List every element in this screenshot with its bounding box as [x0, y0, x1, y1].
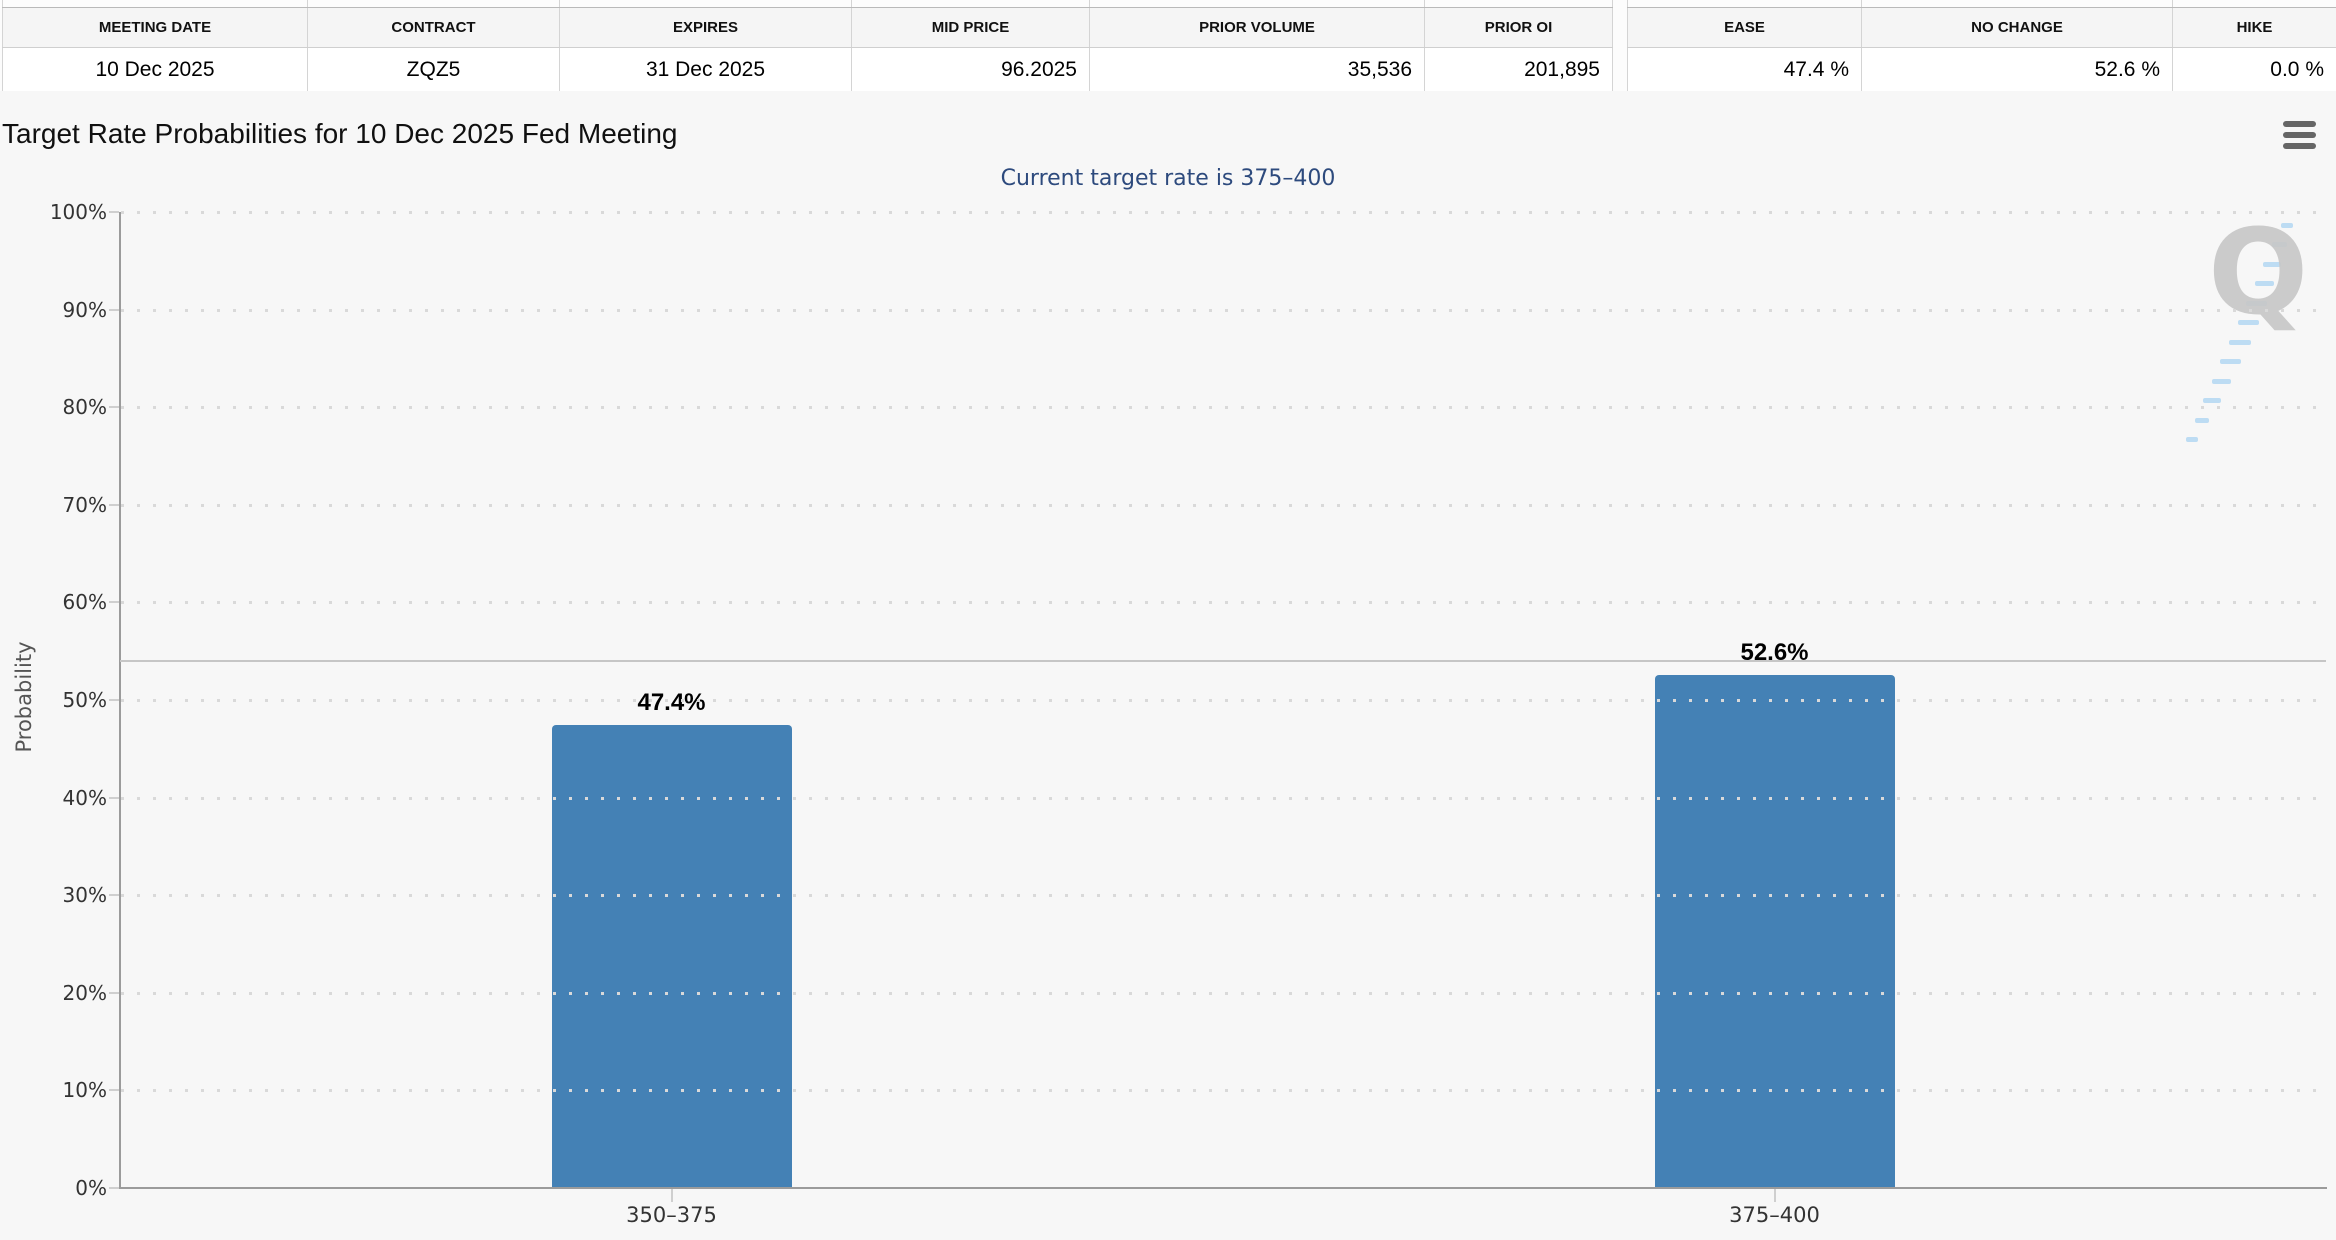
bar-rect[interactable]	[551, 725, 792, 1188]
y-axis-tick-label: 80%	[62, 395, 107, 420]
no-change-header: NO CHANGE	[1861, 7, 2173, 48]
hike-header: HIKE	[2172, 7, 2336, 48]
y-gridline	[121, 894, 2326, 898]
contract-summary-row: MEETING DATE CONTRACT EXPIRES MID PRICE …	[0, 0, 2336, 93]
y-axis-tick	[109, 796, 119, 799]
probability-summary-table: EASE NO CHANGE HIKE 47.4 % 52.6 % 0.0 %	[1627, 0, 2336, 93]
watermark-dash	[2211, 378, 2232, 384]
y-axis-tick	[109, 1089, 119, 1092]
reference-line	[120, 659, 2326, 662]
y-axis-line	[119, 212, 121, 1189]
watermark-dash	[2237, 320, 2260, 325]
chart-subtitle: Current target rate is 375–400	[1000, 166, 1336, 191]
ease-value: 47.4 %	[1627, 47, 1862, 93]
y-axis-tick	[109, 991, 119, 994]
y-axis-tick	[109, 699, 119, 701]
y-gridline	[121, 991, 2326, 995]
y-gridline	[121, 796, 2326, 800]
prior-oi-value: 201,895	[1424, 47, 1613, 93]
watermark-dash	[2246, 300, 2268, 306]
y-gridline	[121, 406, 2326, 410]
watermark-dash	[2229, 339, 2251, 345]
prior-volume-header: PRIOR VOLUME	[1089, 7, 1425, 48]
watermark-dash	[2263, 261, 2281, 267]
bar-375-400[interactable]: 52.6% 375–400	[1625, 0, 1925, 1240]
mid-price-header: MID PRICE	[851, 7, 1090, 48]
watermark-dash	[2220, 359, 2242, 364]
x-axis-tick	[1773, 1189, 1776, 1202]
hike-value: 0.0 %	[2172, 47, 2336, 93]
y-axis-tick	[109, 308, 119, 311]
contract-quote-table: MEETING DATE CONTRACT EXPIRES MID PRICE …	[2, 0, 1613, 93]
ease-header: EASE	[1627, 7, 1862, 48]
table-clipped-row	[2, 0, 1613, 8]
y-axis-tick-label: 30%	[62, 883, 107, 908]
table-clipped-row	[1627, 0, 2336, 8]
prior-oi-header: PRIOR OI	[1424, 7, 1613, 48]
y-axis-tick	[109, 503, 119, 506]
prior-volume-value: 35,536	[1089, 47, 1425, 93]
watermark-dash	[2186, 437, 2198, 442]
meeting-date-header: MEETING DATE	[2, 7, 308, 48]
quikstrike-watermark: Q	[2150, 205, 2336, 515]
expires-header: EXPIRES	[559, 7, 852, 48]
y-gridline	[121, 601, 2326, 605]
chart-context-menu-button[interactable]	[2278, 121, 2322, 157]
bar-350-375[interactable]: 47.4% 350–375	[522, 0, 822, 1240]
hamburger-icon	[2278, 121, 2322, 149]
y-axis-tick	[109, 211, 119, 213]
y-axis-tick-label: 10%	[62, 1078, 107, 1103]
watermark-dash	[2254, 281, 2275, 286]
probability-table-header-row: EASE NO CHANGE HIKE	[1627, 7, 2336, 48]
y-axis-tick-label: 70%	[62, 492, 107, 517]
y-gridline	[121, 211, 2326, 214]
x-axis-tick	[670, 1189, 673, 1202]
x-axis-line	[119, 1187, 2327, 1189]
y-axis-tick	[109, 894, 119, 897]
y-axis-tick-label: 100%	[49, 200, 107, 224]
probability-table-value-row: 47.4 % 52.6 % 0.0 %	[1627, 47, 2336, 93]
watermark-dash	[2280, 222, 2293, 228]
bar-value-label: 47.4%	[637, 689, 706, 717]
target-rate-probability-chart: Target Rate Probabilities for 10 Dec 202…	[0, 91, 2336, 1240]
y-axis-tick-label: 20%	[62, 980, 107, 1005]
watermark-dash	[2272, 242, 2287, 247]
y-gridline	[121, 1089, 2326, 1093]
bar-value-label: 52.6%	[1740, 638, 1809, 666]
watermark-dash	[2203, 398, 2221, 403]
no-change-value: 52.6 %	[1861, 47, 2173, 93]
bar-rect[interactable]	[1654, 674, 1895, 1188]
mid-price-value: 96.2025	[851, 47, 1090, 93]
quote-table-header-row: MEETING DATE CONTRACT EXPIRES MID PRICE …	[2, 7, 1613, 48]
y-axis-tick-label: 60%	[62, 590, 107, 615]
expires-value: 31 Dec 2025	[559, 47, 852, 93]
chart-title: Target Rate Probabilities for 10 Dec 202…	[2, 118, 678, 149]
watermark-dash	[2194, 417, 2210, 423]
contract-header: CONTRACT	[307, 7, 560, 48]
y-axis-tick	[109, 406, 119, 409]
y-axis-tick	[109, 1187, 119, 1189]
y-gridline	[121, 699, 2326, 702]
y-axis-tick	[109, 601, 119, 604]
watermark-q-logo-icon: Q	[2208, 203, 2309, 341]
y-gridline	[121, 503, 2326, 507]
x-axis-label: 350–375	[626, 1203, 717, 1227]
quote-table-value-row: 10 Dec 2025 ZQZ5 31 Dec 2025 96.2025 35,…	[2, 47, 1613, 93]
y-axis-tick-label: 0%	[75, 1176, 107, 1200]
x-axis-label: 375–400	[1729, 1203, 1820, 1227]
y-axis-tick-label: 90%	[62, 297, 107, 322]
y-axis-tick-label: 50%	[62, 688, 107, 712]
y-gridline	[121, 308, 2326, 312]
y-axis-tick-label: 40%	[62, 785, 107, 810]
